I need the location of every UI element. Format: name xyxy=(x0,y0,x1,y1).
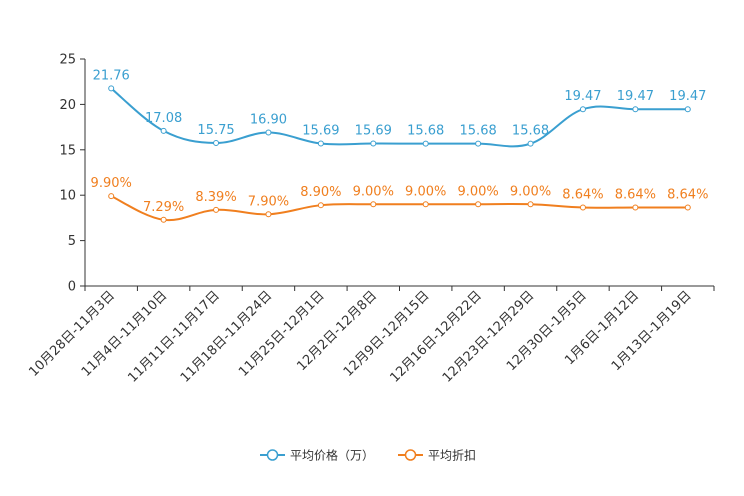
x-tick-label: 11月11日-11月17日 xyxy=(125,288,222,385)
data-label: 9.00% xyxy=(510,184,551,199)
data-label: 7.90% xyxy=(248,194,289,209)
data-point xyxy=(370,140,377,147)
data-label: 21.76 xyxy=(93,68,130,83)
data-point xyxy=(475,140,482,147)
data-point xyxy=(265,129,272,136)
data-label: 8.39% xyxy=(195,190,236,205)
data-point xyxy=(527,201,534,208)
data-label: 9.90% xyxy=(91,176,132,191)
data-label: 15.69 xyxy=(302,124,339,139)
y-tick-label: 20 xyxy=(59,98,76,113)
data-point xyxy=(579,204,586,211)
data-label: 9.00% xyxy=(405,184,446,199)
data-point xyxy=(108,193,115,200)
data-label: 15.69 xyxy=(355,124,392,139)
series-layer xyxy=(108,85,691,223)
data-point xyxy=(579,106,586,113)
x-tick-label: 12月16日-12月22日 xyxy=(387,288,484,385)
legend[interactable]: 平均价格（万） 平均折扣 xyxy=(260,448,476,463)
data-label: 8.90% xyxy=(300,185,341,200)
axes: 051015202510月28日-11月3日11月4日-11月10日11月11日… xyxy=(26,53,715,386)
data-point xyxy=(160,127,167,134)
data-label: 9.00% xyxy=(353,184,394,199)
y-tick-label: 25 xyxy=(59,53,76,68)
data-point xyxy=(265,211,272,218)
data-point xyxy=(160,216,167,223)
legend-item-2[interactable]: 平均折扣 xyxy=(398,448,476,463)
data-label: 15.75 xyxy=(197,123,234,138)
data-point xyxy=(213,206,220,213)
data-point xyxy=(213,139,220,146)
y-tick-label: 15 xyxy=(59,143,76,158)
data-point xyxy=(370,201,377,208)
y-tick-label: 5 xyxy=(68,234,76,249)
legend-circle-icon xyxy=(266,449,279,461)
data-labels: 21.76 17.08 15.75 16.90 15.69 15.69 15.68 15.68… xyxy=(91,68,709,214)
data-label: 19.47 xyxy=(617,89,654,104)
data-point xyxy=(684,204,691,211)
data-point xyxy=(422,140,429,147)
data-label: 8.64% xyxy=(615,188,656,203)
legend-item-1[interactable]: 平均价格（万） xyxy=(260,448,374,463)
data-label: 15.68 xyxy=(460,124,497,139)
legend-label: 平均价格（万） xyxy=(290,448,374,463)
data-label: 9.00% xyxy=(457,184,498,199)
y-tick-label: 10 xyxy=(59,189,76,204)
data-label: 16.90 xyxy=(250,113,287,128)
series-line-2 xyxy=(110,195,688,222)
data-point xyxy=(527,140,534,147)
data-label: 15.68 xyxy=(512,124,549,139)
data-label: 8.64% xyxy=(562,188,603,203)
data-point xyxy=(317,202,324,209)
data-label: 8.64% xyxy=(667,188,708,203)
x-tick-label: 12月23日-12月29日 xyxy=(440,288,537,385)
data-label: 15.68 xyxy=(407,124,444,139)
legend-circle-icon xyxy=(404,449,417,461)
data-point xyxy=(422,201,429,208)
y-tick-label: 0 xyxy=(68,280,76,295)
data-label: 19.47 xyxy=(564,89,601,104)
data-label: 17.08 xyxy=(145,111,182,126)
x-tick-label: 11月18日-11月24日 xyxy=(178,288,275,385)
data-point xyxy=(632,204,639,211)
data-point xyxy=(684,106,691,113)
data-point xyxy=(108,85,115,92)
x-tick-label: 10月28日-11月3日 xyxy=(26,288,118,380)
data-point xyxy=(475,201,482,208)
data-label: 19.47 xyxy=(669,89,706,104)
data-point xyxy=(632,106,639,113)
data-point xyxy=(317,140,324,147)
data-label: 7.29% xyxy=(143,200,184,215)
legend-label: 平均折扣 xyxy=(428,448,476,463)
